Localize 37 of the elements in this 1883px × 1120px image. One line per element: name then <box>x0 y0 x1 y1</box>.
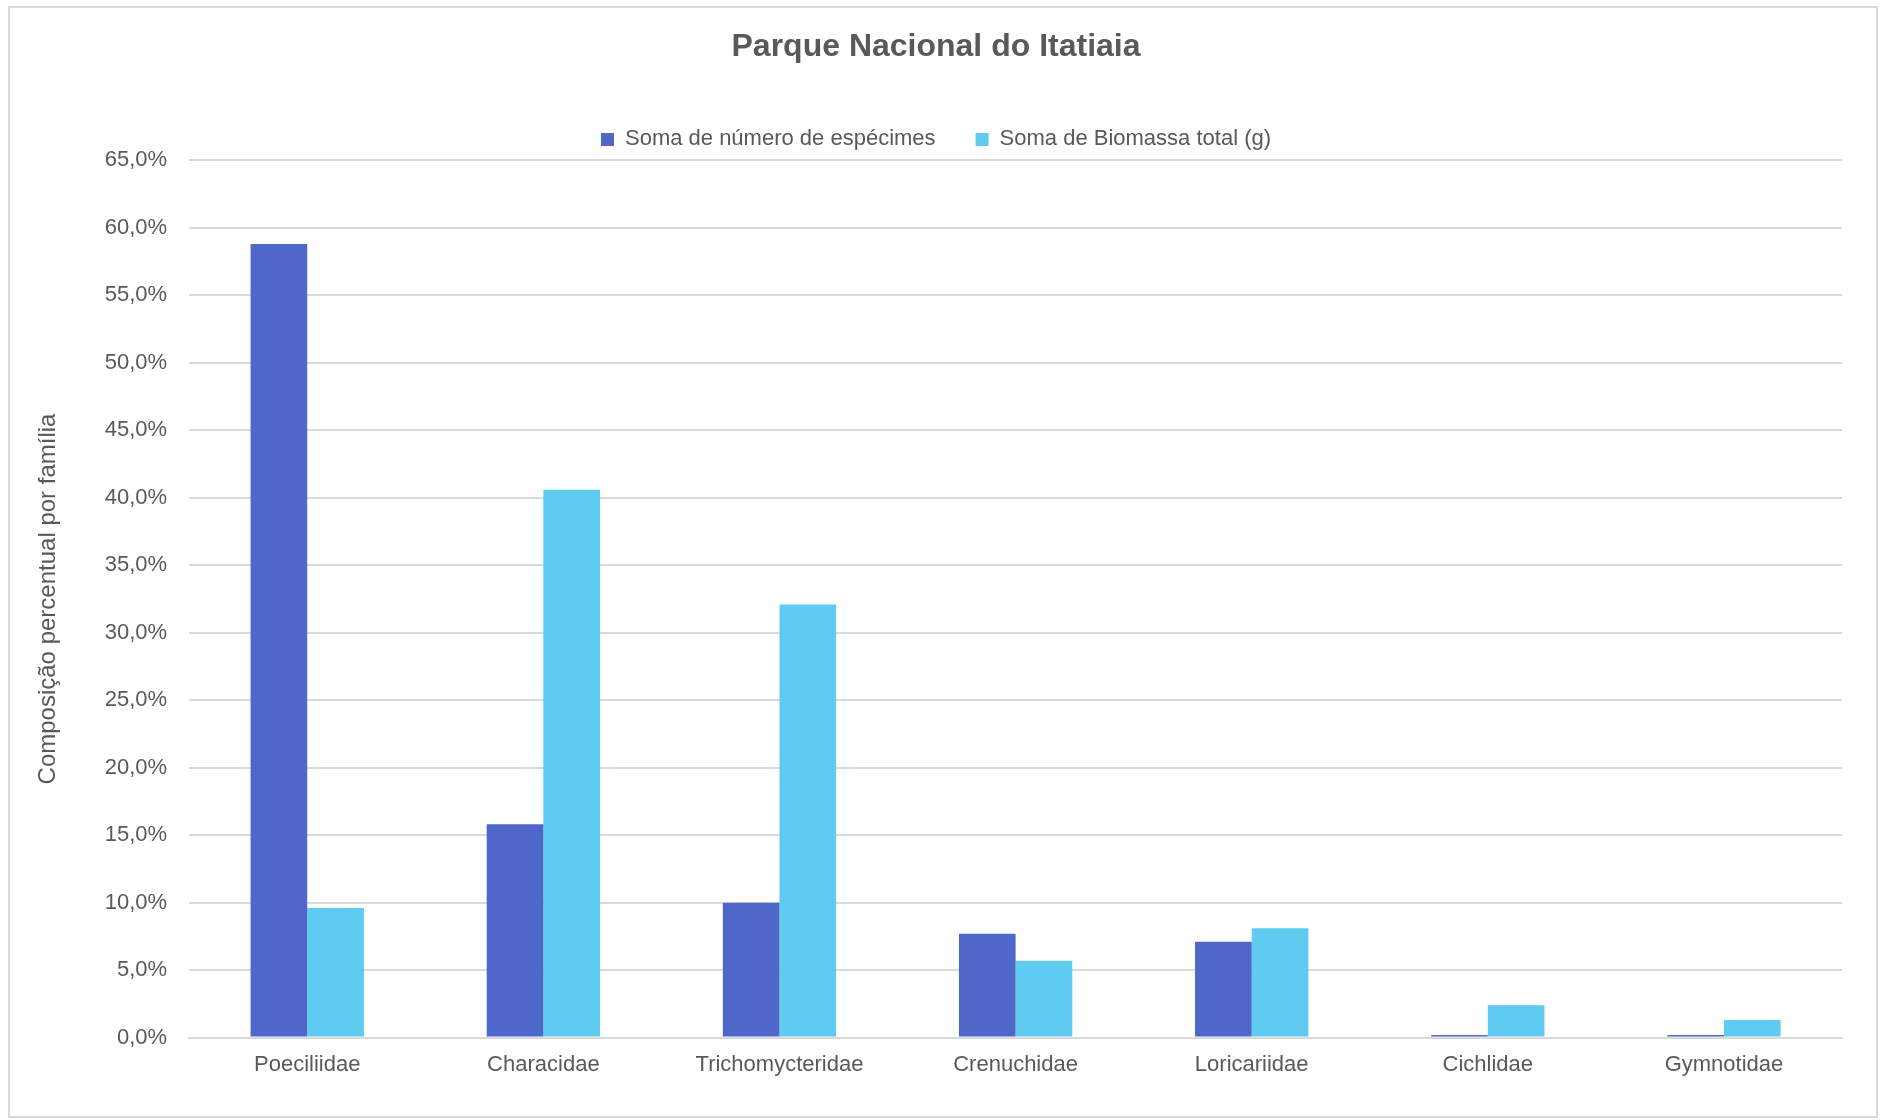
y-tick-label: 20,0% <box>104 753 168 779</box>
bar <box>307 908 364 1037</box>
bar <box>779 604 837 1037</box>
legend-label: Soma de Biomassa total (g) <box>999 125 1272 151</box>
y-tick-label: 55,0% <box>104 281 168 307</box>
bar <box>543 489 601 1037</box>
bar <box>1723 1020 1781 1037</box>
y-tick-label: 30,0% <box>104 618 168 644</box>
bar <box>1195 941 1252 1037</box>
bar <box>1487 1005 1545 1037</box>
x-tick-label: Cichlidae <box>1442 1050 1534 1076</box>
y-tick-label: 35,0% <box>104 551 168 577</box>
x-tick-label: Crenuchidae <box>953 1050 1078 1076</box>
y-tick-label: 10,0% <box>104 888 168 914</box>
bar <box>486 824 544 1037</box>
x-tick-label: Trichomycteridae <box>695 1050 864 1076</box>
x-tick-label: Characidae <box>487 1050 600 1076</box>
legend-label: Soma de número de espécimes <box>624 125 936 151</box>
y-tick-label: 15,0% <box>104 821 168 847</box>
y-tick-label: 60,0% <box>104 213 168 239</box>
chart-title: Parque Nacional do Itatiaia <box>731 27 1141 64</box>
x-tick-label: Poeciliidae <box>254 1050 361 1076</box>
y-tick-label: 0,0% <box>117 1023 168 1049</box>
y-axis-title: Composição percentual por família <box>33 412 61 785</box>
y-tick-label: 45,0% <box>104 416 168 442</box>
x-tick-label: Loricariidae <box>1194 1050 1309 1076</box>
bar <box>1015 960 1073 1037</box>
bar <box>1251 928 1309 1037</box>
y-tick-label: 50,0% <box>104 348 168 374</box>
y-tick-label: 5,0% <box>117 956 168 982</box>
y-tick-label: 25,0% <box>104 686 168 712</box>
bar <box>958 933 1016 1037</box>
x-tick-label: Gymnotidae <box>1664 1050 1784 1076</box>
y-tick-label: 40,0% <box>104 483 168 509</box>
bar <box>722 902 780 1037</box>
bar <box>250 244 308 1037</box>
y-tick-label: 65,0% <box>104 146 168 172</box>
